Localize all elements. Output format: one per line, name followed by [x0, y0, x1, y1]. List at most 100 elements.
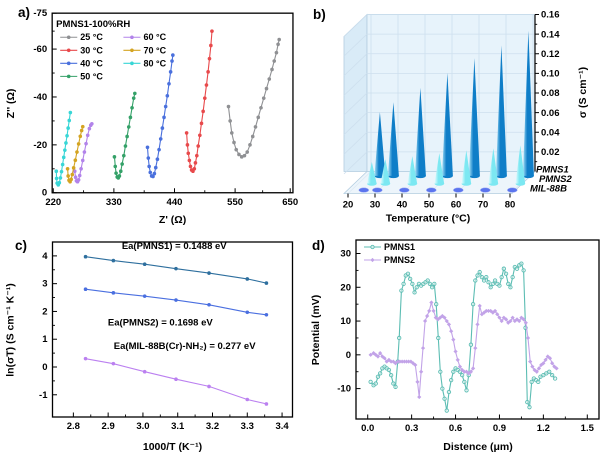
svg-text:0.3: 0.3: [405, 423, 418, 434]
svg-text:1.2: 1.2: [537, 423, 550, 434]
cone-series-pmns2: [367, 145, 526, 186]
panel-d-potential-profile: d) 0.0 0.3 0.6 0.9 1.2 1.5 -10 0 10 20 30 Distence …: [306, 230, 611, 459]
svg-text:2: 2: [42, 306, 47, 317]
svg-text:30: 30: [370, 200, 381, 211]
sigma-axis-label: σ (S cm⁻¹): [577, 67, 589, 118]
svg-text:3.1: 3.1: [171, 421, 185, 432]
y-axis-label: Z'' (Ω): [5, 89, 17, 119]
svg-text:80 °C: 80 °C: [143, 58, 166, 68]
svg-text:40 °C: 40 °C: [80, 58, 103, 68]
panel-label-b: b): [313, 7, 326, 22]
svg-text:0: 0: [346, 350, 351, 361]
x-axis-label: 1000/T (K⁻¹): [143, 441, 202, 453]
y-axis-label: ln(σT) (S cm⁻¹ K⁻¹): [5, 283, 17, 377]
series-pmns1: [83, 254, 269, 285]
legend-title: PMNS1-100%RH: [56, 19, 130, 30]
svg-text:PMNS2: PMNS2: [384, 255, 415, 265]
panel-label-d: d): [312, 238, 325, 253]
svg-text:-60: -60: [33, 44, 47, 55]
temperature-axis-label: Temperature (°C): [386, 213, 471, 225]
series-30-c: [184, 29, 214, 174]
svg-text:50: 50: [424, 200, 435, 211]
svg-text:220: 220: [45, 197, 61, 208]
panel-label-a: a): [18, 5, 31, 20]
svg-text:-40: -40: [33, 92, 47, 103]
cone-series-mil-88b: [358, 187, 518, 193]
svg-text:330: 330: [106, 197, 122, 208]
svg-text:-1: -1: [39, 390, 48, 401]
svg-text:-75: -75: [33, 8, 47, 19]
axes: 0.0 0.3 0.6 0.9 1.2 1.5 -10 0 10 20 30: [337, 239, 600, 434]
series-pmns1: [368, 261, 558, 413]
arrhenius-activation-energy-chart: 2.8 2.9 3.0 3.1 3.2 3.3 3.4 -1 0 1 2 3 4 1000/T (K⁻¹)…: [5, 241, 294, 453]
svg-text:0.04: 0.04: [541, 127, 560, 138]
svg-text:0.16: 0.16: [541, 10, 560, 21]
svg-text:0.10: 0.10: [541, 69, 560, 80]
panel-label-c: c): [15, 238, 28, 253]
surface-potential-profile-chart: 0.0 0.3 0.6 0.9 1.2 1.5 -10 0 10 20 30 Distence (μm…: [310, 239, 600, 453]
svg-text:30: 30: [340, 249, 351, 260]
panel-c-arrhenius: c) 2.8 2.9 3.0 3.1 3.2 3.3 3.4 -1 0 1 2 3 4 1000/T (K…: [0, 230, 306, 459]
series-80-c: [54, 110, 73, 187]
annotation-2: Ea(MIL-88B(Cr)-NH₂) = 0.277 eV: [114, 341, 256, 352]
svg-text:50 °C: 50 °C: [80, 71, 103, 81]
svg-text:20: 20: [340, 282, 351, 293]
svg-text:-10: -10: [337, 384, 351, 395]
x-axis-label: Distence (μm): [443, 441, 512, 453]
series-60-c: [72, 121, 94, 184]
svg-text:1.5: 1.5: [581, 423, 595, 434]
series-25-c: [226, 37, 281, 159]
legend: PMNS1-100%RH 25 °C 30 °C 40 °C 50 °C 60 °C 70 …: [56, 19, 166, 81]
x-axis-label: Z' (Ω): [159, 214, 186, 226]
conductivity-3d-cone-chart: 0.02 0.04 0.06 0.08 0.10 0.12 0.14 0.16 σ (S cm⁻…: [343, 10, 589, 225]
svg-text:0: 0: [42, 362, 47, 373]
svg-text:650: 650: [282, 197, 298, 208]
y-axis-label: Potential (mV): [310, 295, 322, 366]
sigma-axis: 0.02 0.04 0.06 0.08 0.10 0.12 0.14 0.16 σ (S cm⁻…: [534, 10, 589, 172]
svg-text:40: 40: [397, 200, 408, 211]
svg-text:4: 4: [42, 251, 48, 262]
svg-text:-20: -20: [33, 140, 47, 151]
temperature-axis: 20 30 40 50 60 70 80 Temperature (°C): [343, 193, 516, 225]
series-40-c: [145, 53, 175, 179]
svg-text:PMNS1: PMNS1: [384, 242, 415, 252]
cone-series-pmns1: [374, 30, 534, 179]
series-pmns2: [83, 287, 269, 317]
svg-text:0.14: 0.14: [541, 29, 560, 40]
panel-a-nyquist: a) 220 330 440 550 650 0 -20 -40 -60 -75 Z' (Ω) Z''…: [0, 0, 306, 230]
nyquist-impedance-chart: 220 330 440 550 650 0 -20 -40 -60 -75 Z' (Ω) Z'' (Ω…: [5, 8, 298, 226]
svg-text:0.9: 0.9: [493, 423, 506, 434]
svg-text:0: 0: [42, 188, 47, 199]
series-mil-88b-cr-nh: [83, 356, 269, 406]
svg-text:2.9: 2.9: [102, 421, 115, 432]
svg-text:0.12: 0.12: [541, 49, 560, 60]
svg-text:0.08: 0.08: [541, 88, 560, 99]
svg-text:3.0: 3.0: [136, 421, 149, 432]
svg-text:70 °C: 70 °C: [143, 45, 166, 55]
axes: 2.8 2.9 3.0 3.1 3.2 3.3 3.4 -1 0 1 2 3 4: [39, 241, 294, 432]
row-label-pmns1: PMNS1: [536, 165, 569, 176]
svg-text:3.3: 3.3: [241, 421, 254, 432]
svg-text:10: 10: [340, 316, 351, 327]
series-50-c: [112, 91, 137, 180]
svg-text:3: 3: [42, 279, 47, 290]
svg-text:440: 440: [167, 197, 183, 208]
series-70-c: [65, 124, 85, 184]
svg-text:2.8: 2.8: [67, 421, 80, 432]
row-label-mil-88b: MIL-88B: [530, 184, 567, 195]
legend: PMNS1 PMNS2: [364, 242, 415, 265]
svg-text:25 °C: 25 °C: [80, 32, 103, 42]
svg-text:30 °C: 30 °C: [80, 45, 103, 55]
svg-text:60: 60: [451, 200, 462, 211]
row-label-pmns2: PMNS2: [539, 174, 572, 185]
svg-text:80: 80: [505, 200, 516, 211]
svg-text:20: 20: [343, 200, 354, 211]
svg-text:0.0: 0.0: [361, 423, 374, 434]
svg-text:3.2: 3.2: [206, 421, 219, 432]
svg-text:1: 1: [42, 334, 48, 345]
svg-text:3.4: 3.4: [275, 421, 289, 432]
svg-text:0.6: 0.6: [449, 423, 462, 434]
svg-text:60 °C: 60 °C: [143, 32, 166, 42]
axes: 220 330 440 550 650 0 -20 -40 -60 -75: [33, 8, 298, 208]
